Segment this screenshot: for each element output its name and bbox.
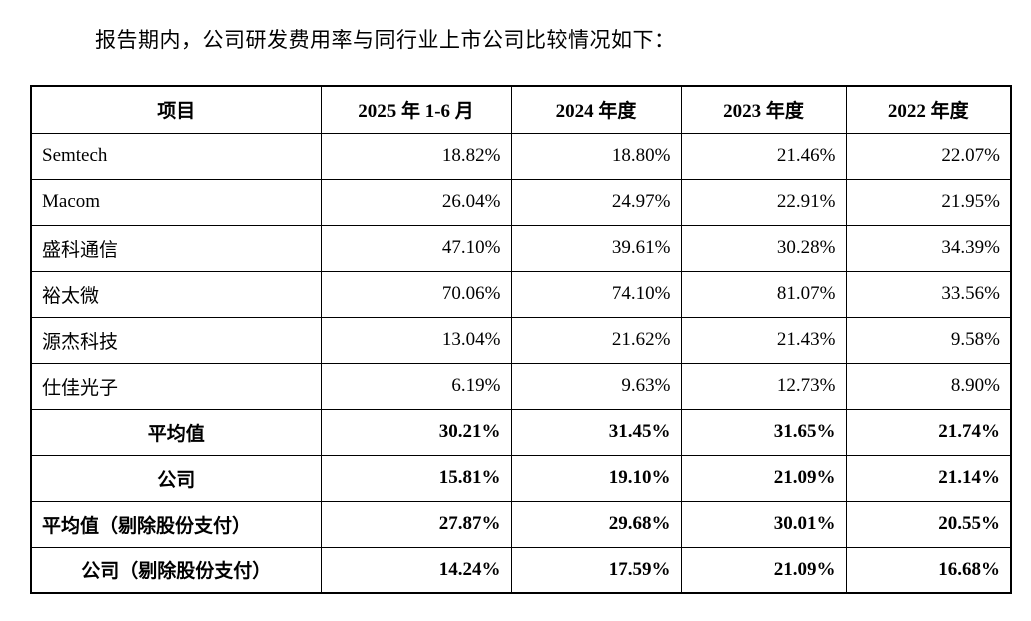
row-label-cell: 公司（剔除股份支付） [30,546,322,594]
value-cell: 39.61% [510,224,682,272]
row-label-cell: 平均值（剔除股份支付） [30,500,322,548]
value-cell: 30.21% [320,408,512,456]
comparison-table: 项目 2025 年 1-6 月 2024 年度 2023 年度 2022 年度 Semt… [30,85,1012,594]
row-label-cell: 仕佳光子 [30,362,322,410]
value-cell: 47.10% [320,224,512,272]
page-title: 报告期内，公司研发费用率与同行业上市公司比较情况如下： [95,28,676,52]
table-row: 仕佳光子 6.19% 9.63% 12.73% 8.90% [30,362,1012,410]
value-cell: 8.90% [845,362,1012,410]
value-cell: 20.55% [845,500,1012,548]
row-label-cell: 源杰科技 [30,316,322,364]
value-cell: 21.46% [680,132,847,180]
row-label-cell: 公司 [30,454,322,502]
header-cell: 项目 [30,85,322,134]
value-cell: 30.01% [680,500,847,548]
value-cell: 33.56% [845,270,1012,318]
value-cell: 21.95% [845,178,1012,226]
value-cell: 26.04% [320,178,512,226]
table-row: Macom 26.04% 24.97% 22.91% 21.95% [30,178,1012,226]
value-cell: 21.74% [845,408,1012,456]
value-cell: 18.82% [320,132,512,180]
value-cell: 14.24% [320,546,512,594]
row-label-cell: 裕太微 [30,270,322,318]
value-cell: 29.68% [510,500,682,548]
table-row: 盛科通信 47.10% 39.61% 30.28% 34.39% [30,224,1012,272]
header-cell: 2024 年度 [510,85,682,134]
table-row: 公司（剔除股份支付） 14.24% 17.59% 21.09% 16.68% [30,546,1012,594]
header-cell: 2023 年度 [680,85,847,134]
table-row: 裕太微 70.06% 74.10% 81.07% 33.56% [30,270,1012,318]
value-cell: 30.28% [680,224,847,272]
value-cell: 74.10% [510,270,682,318]
row-label-cell: Semtech [30,132,322,180]
value-cell: 22.07% [845,132,1012,180]
row-label-cell: Macom [30,178,322,226]
value-cell: 9.63% [510,362,682,410]
table-row: 源杰科技 13.04% 21.62% 21.43% 9.58% [30,316,1012,364]
value-cell: 21.43% [680,316,847,364]
value-cell: 12.73% [680,362,847,410]
value-cell: 31.65% [680,408,847,456]
value-cell: 9.58% [845,316,1012,364]
value-cell: 16.68% [845,546,1012,594]
value-cell: 15.81% [320,454,512,502]
value-cell: 31.45% [510,408,682,456]
value-cell: 21.14% [845,454,1012,502]
value-cell: 21.62% [510,316,682,364]
value-cell: 17.59% [510,546,682,594]
value-cell: 18.80% [510,132,682,180]
row-label-cell: 平均值 [30,408,322,456]
value-cell: 19.10% [510,454,682,502]
header-cell: 2022 年度 [845,85,1012,134]
value-cell: 70.06% [320,270,512,318]
table-header-row: 项目 2025 年 1-6 月 2024 年度 2023 年度 2022 年度 [30,85,1012,134]
value-cell: 24.97% [510,178,682,226]
table-row: 公司 15.81% 19.10% 21.09% 21.14% [30,454,1012,502]
table-row: 平均值 30.21% 31.45% 31.65% 21.74% [30,408,1012,456]
row-label-cell: 盛科通信 [30,224,322,272]
value-cell: 13.04% [320,316,512,364]
value-cell: 21.09% [680,454,847,502]
value-cell: 34.39% [845,224,1012,272]
value-cell: 6.19% [320,362,512,410]
value-cell: 81.07% [680,270,847,318]
value-cell: 27.87% [320,500,512,548]
table-body: Semtech 18.82% 18.80% 21.46% 22.07% Macom 26.0… [30,132,1012,594]
header-cell: 2025 年 1-6 月 [320,85,512,134]
value-cell: 21.09% [680,546,847,594]
table-row: Semtech 18.82% 18.80% 21.46% 22.07% [30,132,1012,180]
table-row: 平均值（剔除股份支付） 27.87% 29.68% 30.01% 20.55% [30,500,1012,548]
value-cell: 22.91% [680,178,847,226]
